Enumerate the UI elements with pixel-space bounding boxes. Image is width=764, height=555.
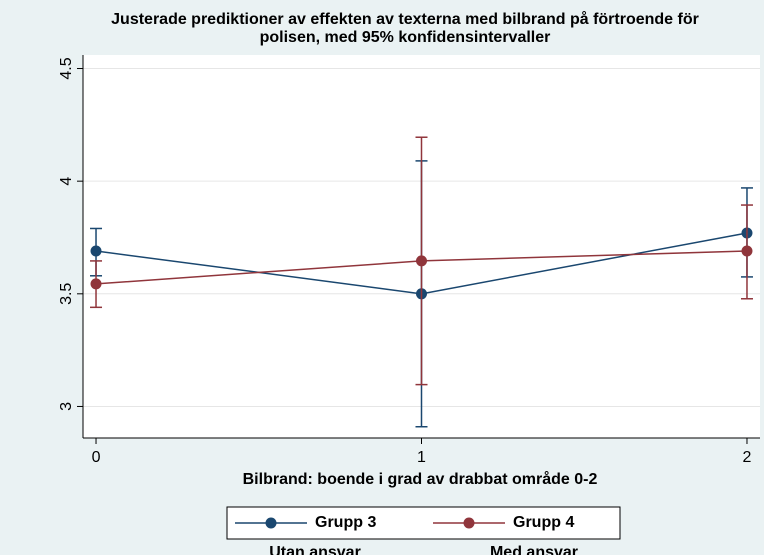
y-tick-label: 4 (58, 177, 75, 186)
point (416, 255, 427, 267)
x-tick-label: 0 (92, 449, 101, 466)
x-tick-label: 2 (743, 449, 752, 466)
x-tick-label: 1 (417, 449, 426, 466)
legend-marker (265, 517, 277, 529)
point (741, 245, 753, 257)
legend-label: Grupp 3 (315, 514, 376, 531)
legend-marker (463, 517, 475, 529)
legend-label: Grupp 4 (513, 514, 574, 531)
chart-title: Justerade prediktioner av effekten av te… (111, 10, 699, 46)
x-axis-label: Bilbrand: boende i grad av drabbat områd… (243, 470, 598, 488)
y-tick-label: 4.5 (58, 57, 75, 79)
y-tick-label: 3.5 (58, 283, 75, 305)
point (90, 245, 102, 257)
y-tick-label: 3 (58, 402, 75, 411)
annotation: Utan ansvar (269, 544, 361, 555)
point (90, 278, 102, 290)
annotation: Med ansvar (490, 544, 578, 555)
